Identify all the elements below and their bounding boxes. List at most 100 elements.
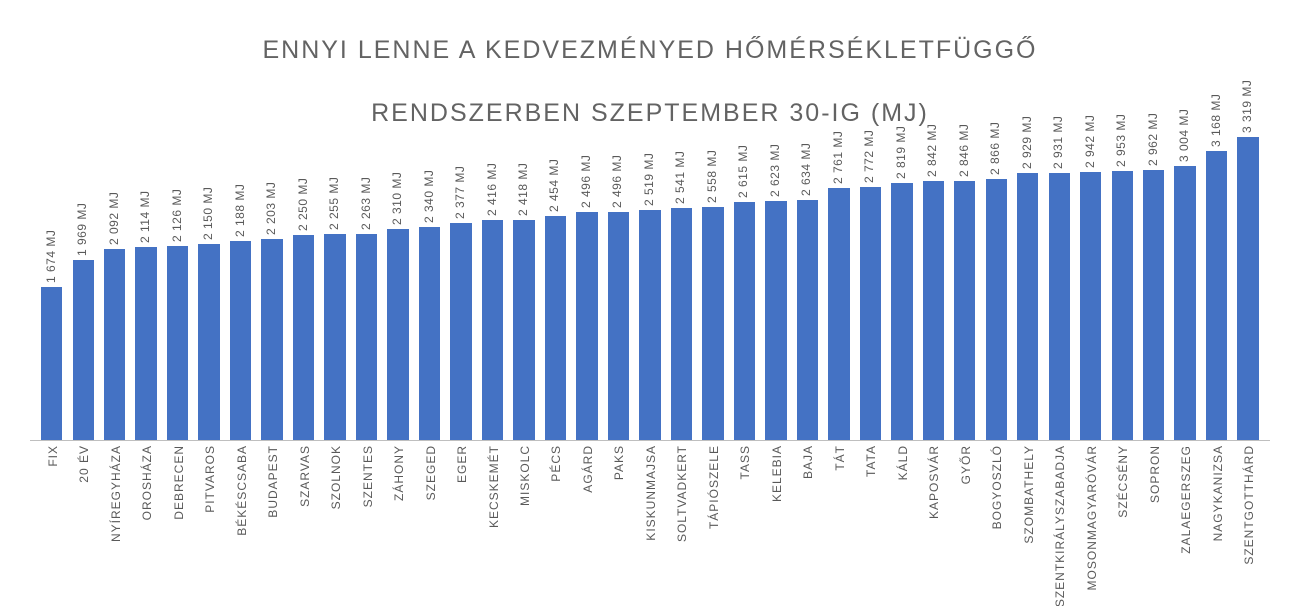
x-axis-label: SOPRON <box>1148 445 1162 503</box>
chart-title: ENNYI LENNE A KEDVEZMÉNYED HŐMÉRSÉKLETFÜ… <box>30 4 1270 129</box>
bar-slot: 2 496 MJ <box>571 131 602 440</box>
bar-slot: 2 188 MJ <box>225 131 256 440</box>
bar: 2 866 MJ <box>986 179 1007 440</box>
bar-value-label: 2 962 MJ <box>1146 113 1160 166</box>
bar: 2 931 MJ <box>1049 173 1070 440</box>
x-axis-label: BAJA <box>801 445 815 479</box>
bar-slot: 2 454 MJ <box>540 131 571 440</box>
bar-value-label: 2 454 MJ <box>547 159 561 212</box>
bar: 2 310 MJ <box>387 229 408 440</box>
bar-slot: 2 340 MJ <box>414 131 445 440</box>
x-slot: DEBRECEN <box>162 441 193 606</box>
x-axis-label: GYŐR <box>959 445 973 484</box>
bar-value-label: 2 953 MJ <box>1114 113 1128 166</box>
x-slot: SOPRON <box>1138 441 1169 606</box>
bar-slot: 2 953 MJ <box>1106 131 1137 440</box>
x-axis-label: TASS <box>738 445 752 479</box>
bar: 2 962 MJ <box>1143 170 1164 440</box>
bar: 2 150 MJ <box>198 244 219 440</box>
x-slot: NYÍREGYHÁZA <box>99 441 130 606</box>
chart-title-line1: ENNYI LENNE A KEDVEZMÉNYED HŐMÉRSÉKLETFÜ… <box>262 36 1037 64</box>
x-slot: EGER <box>445 441 476 606</box>
bar-slot: 3 319 MJ <box>1232 131 1263 440</box>
bar-value-label: 2 929 MJ <box>1020 116 1034 169</box>
bar-slot: 2 310 MJ <box>382 131 413 440</box>
bar-value-label: 2 416 MJ <box>485 162 499 215</box>
x-slot: PITVAROS <box>193 441 224 606</box>
x-axis-label: FIX <box>46 445 60 467</box>
bar: 3 168 MJ <box>1206 151 1227 440</box>
bar-value-label: 2 092 MJ <box>107 192 121 245</box>
bar-value-label: 2 310 MJ <box>390 172 404 225</box>
x-slot: SZARVAS <box>288 441 319 606</box>
bar-value-label: 2 496 MJ <box>610 155 624 208</box>
bar: 2 942 MJ <box>1080 172 1101 440</box>
bar-slot: 2 962 MJ <box>1138 131 1169 440</box>
bar: 3 004 MJ <box>1174 166 1195 440</box>
bar-slot: 2 150 MJ <box>193 131 224 440</box>
bar-value-label: 2 377 MJ <box>453 166 467 219</box>
x-axis-label: SZÉCSÉNY <box>1116 445 1130 518</box>
x-slot: 20 ÉV <box>67 441 98 606</box>
bar-value-label: 2 203 MJ <box>264 182 278 235</box>
bar-value-label: 3 004 MJ <box>1177 109 1191 162</box>
bar-slot: 2 416 MJ <box>477 131 508 440</box>
x-slot: SZENTKIRÁLYSZABADJA <box>1044 441 1075 606</box>
bar-value-label: 2 558 MJ <box>705 149 719 202</box>
bar: 2 126 MJ <box>167 246 188 440</box>
bar-slot: 2 931 MJ <box>1044 131 1075 440</box>
bar-slot: 2 866 MJ <box>981 131 1012 440</box>
x-axis-label: KÁLD <box>896 445 910 480</box>
bar: 2 558 MJ <box>702 207 723 440</box>
x-axis-label: TATA <box>864 445 878 477</box>
bar-slot: 2 761 MJ <box>823 131 854 440</box>
x-slot: PAKS <box>603 441 634 606</box>
bar-slot: 2 377 MJ <box>445 131 476 440</box>
bar-chart: ENNYI LENNE A KEDVEZMÉNYED HŐMÉRSÉKLETFÜ… <box>0 0 1300 606</box>
bar: 2 953 MJ <box>1112 171 1133 440</box>
x-slot: NAGYKANIZSA <box>1201 441 1232 606</box>
bar: 2 092 MJ <box>104 249 125 440</box>
x-axis-label: BUDAPEST <box>266 445 280 518</box>
bar-slot: 3 168 MJ <box>1201 131 1232 440</box>
bar: 2 634 MJ <box>797 200 818 440</box>
bar-slot: 2 519 MJ <box>634 131 665 440</box>
bar-slot: 2 846 MJ <box>949 131 980 440</box>
bar-slot: 2 819 MJ <box>886 131 917 440</box>
chart-title-line2: RENDSZERBEN SZEPTEMBER 30-IG (MJ) <box>371 99 929 127</box>
bar-slot: 2 263 MJ <box>351 131 382 440</box>
x-axis-label: 20 ÉV <box>77 445 91 483</box>
bar-value-label: 2 615 MJ <box>736 144 750 197</box>
bar-value-label: 2 931 MJ <box>1051 115 1065 168</box>
x-slot: KISKUNMAJSA <box>634 441 665 606</box>
bar-slot: 2 114 MJ <box>130 131 161 440</box>
bar: 2 772 MJ <box>860 187 881 440</box>
bar: 2 846 MJ <box>954 181 975 440</box>
bar: 2 255 MJ <box>324 234 345 440</box>
bar-value-label: 3 319 MJ <box>1240 80 1254 133</box>
x-axis-label: TÁT <box>833 445 847 471</box>
bar: 2 250 MJ <box>293 235 314 440</box>
x-slot: TASS <box>729 441 760 606</box>
bar: 2 761 MJ <box>828 188 849 440</box>
x-axis-label: MOSONMAGYARÓVÁR <box>1085 445 1099 590</box>
bar-slot: 2 255 MJ <box>319 131 350 440</box>
bar-slot: 2 842 MJ <box>918 131 949 440</box>
bar: 2 340 MJ <box>419 227 440 440</box>
x-slot: TÁT <box>823 441 854 606</box>
bar-value-label: 2 623 MJ <box>768 144 782 197</box>
x-axis-label: EGER <box>455 445 469 483</box>
x-slot: BÉKÉSCSABA <box>225 441 256 606</box>
bar-slot: 1 969 MJ <box>67 131 98 440</box>
x-axis-label: KELEBIA <box>770 445 784 502</box>
x-axis-label: ZÁHONY <box>392 445 406 501</box>
x-axis-label: SZOLNOK <box>329 445 343 509</box>
bar-value-label: 2 496 MJ <box>579 155 593 208</box>
x-axis-label: ZALAEGERSZEG <box>1179 445 1193 554</box>
bar-slot: 2 772 MJ <box>855 131 886 440</box>
bar-value-label: 2 263 MJ <box>359 176 373 229</box>
bar-value-label: 2 114 MJ <box>138 191 152 243</box>
x-slot: ZALAEGERSZEG <box>1169 441 1200 606</box>
bar: 2 519 MJ <box>639 210 660 440</box>
x-slot: KÁLD <box>886 441 917 606</box>
